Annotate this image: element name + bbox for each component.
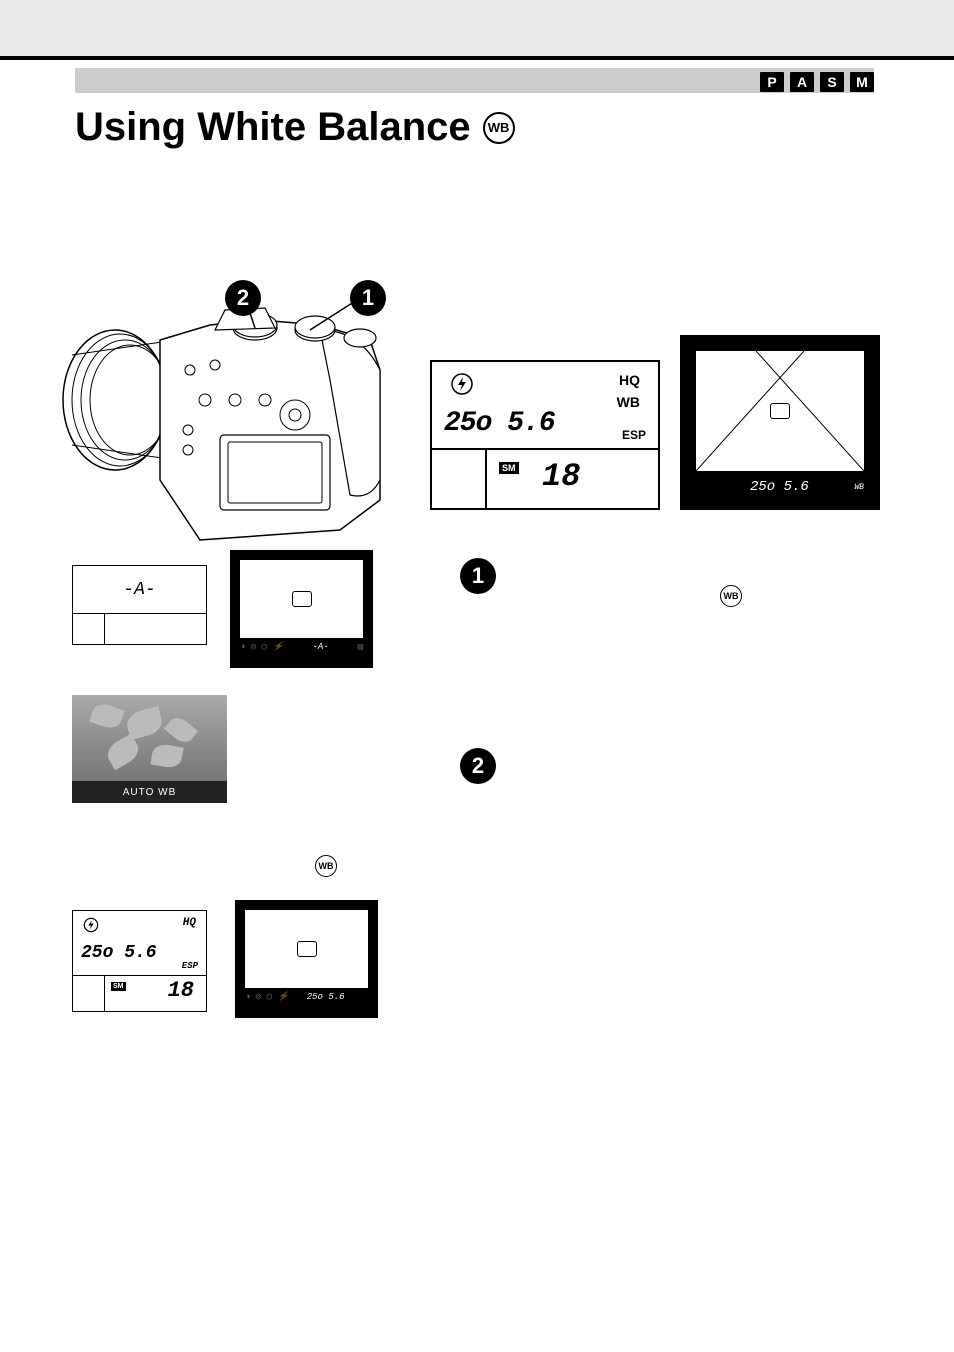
lcd-frame-count: 18 <box>542 458 580 495</box>
callout-1-bubble: 1 <box>350 280 386 316</box>
sub-header-bar <box>75 68 874 93</box>
preview-wb-label: AUTO WB <box>72 781 227 803</box>
page-title: Using White Balance WB <box>75 105 515 150</box>
lcd-small-2-bottom: SM 18 <box>73 976 206 1011</box>
step-1-wb-icon: WB <box>720 585 742 607</box>
lcd-small-1-bl <box>73 614 105 644</box>
lcd-sm-badge: SM <box>499 462 519 474</box>
lcd-bottom-section: SM 18 <box>432 450 658 508</box>
viewfinder-display: . 25o 5.6 WB <box>680 335 880 510</box>
flash-icon <box>450 372 474 396</box>
vf-small-1-readout: -A- <box>313 642 329 652</box>
viewfinder-readout: 25o 5.6 <box>750 479 809 495</box>
viewfinder-screen <box>696 351 864 471</box>
page-title-text: Using White Balance <box>75 105 471 150</box>
lcd-wb-label: WB <box>617 394 640 410</box>
lcd-small-step2: HQ 25o 5.6 ESP SM 18 <box>72 910 207 1012</box>
wb-preview-photo: AUTO WB <box>72 695 227 803</box>
lcd-small-2-hq: HQ <box>183 917 196 929</box>
header-bar <box>0 0 954 60</box>
mode-s-badge: S <box>820 72 844 92</box>
flash-icon <box>83 917 99 933</box>
viewfinder-small-step1: ◑ ◎ ◯ ⚡ -A- ▤ <box>230 550 373 668</box>
vf-small-1-screen <box>240 560 363 638</box>
viewfinder-small-step2: ◑ ◎ ◯ ⚡ 25o 5.6 . <box>235 900 378 1018</box>
step-2-bubble: 2 <box>460 748 496 784</box>
lcd-small-1-bottom <box>73 614 206 644</box>
vf-small-1-bar: ◑ ◎ ◯ ⚡ -A- ▤ <box>240 642 363 652</box>
lcd-small-2-sm: SM <box>111 982 126 991</box>
top-lcd-panel: HQ WB 25o 5.6 ESP SM 18 <box>430 360 660 510</box>
lcd-small-2-digits: 25o 5.6 <box>81 943 157 963</box>
lcd-small-2-bl <box>73 976 105 1011</box>
lcd-small-2-esp: ESP <box>182 961 198 971</box>
lcd-hq-label: HQ <box>619 372 640 388</box>
viewfinder-diag-lines <box>696 351 864 471</box>
lcd-bottom-left <box>432 450 487 508</box>
lcd-esp-label: ESP <box>622 428 646 442</box>
vf-small-2-screen <box>245 910 368 988</box>
mode-a-badge: A <box>790 72 814 92</box>
lcd-small-2-top: HQ 25o 5.6 ESP <box>73 911 206 976</box>
lcd-small-step1: -A- <box>72 565 207 645</box>
lcd-small-2-br: SM 18 <box>105 976 206 1011</box>
step-2-wb-icon: WB <box>315 855 337 877</box>
viewfinder-wb-badge: WB <box>854 482 864 492</box>
mode-p-badge: P <box>760 72 784 92</box>
preview-image <box>72 695 227 781</box>
lcd-bottom-right: SM 18 <box>487 450 658 508</box>
callout-2-bubble: 2 <box>225 280 261 316</box>
camera-illustration <box>60 280 400 550</box>
step-1-bubble: 1 <box>460 558 496 594</box>
lcd-shutter-aperture: 25o 5.6 <box>444 408 555 439</box>
af-frame-icon <box>292 591 312 607</box>
vf-small-2-readout: 25o 5.6 <box>307 992 345 1002</box>
lcd-small-2-count: 18 <box>168 978 194 1003</box>
af-frame-icon <box>297 941 317 957</box>
mode-m-badge: M <box>850 72 874 92</box>
lcd-small-1-readout: -A- <box>73 566 206 614</box>
mode-indicator-row: P A S M <box>760 72 874 92</box>
vf-small-2-bar: ◑ ◎ ◯ ⚡ 25o 5.6 . <box>245 992 368 1002</box>
wb-title-icon: WB <box>483 112 515 144</box>
lcd-top-section: HQ WB 25o 5.6 ESP <box>432 362 658 450</box>
viewfinder-readout-bar: . 25o 5.6 WB <box>696 479 864 495</box>
